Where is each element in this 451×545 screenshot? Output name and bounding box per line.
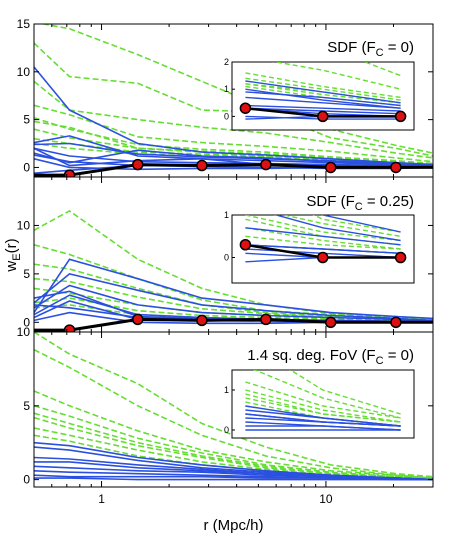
inset-random-curve [245,72,401,99]
inset-y-tick-label: 1 [224,385,229,395]
random-curve [34,390,433,479]
inset-real-curve [245,96,401,109]
y-tick-label: 10 [17,65,31,79]
real-curve [34,273,433,322]
y-tick-label: 5 [23,267,30,281]
measured-point [390,316,402,329]
y-tick-label: 5 [23,399,30,413]
y-tick-label: 15 [17,17,31,31]
inset-random-curve [245,389,401,423]
y-tick-label: 10 [17,325,31,339]
inset-measured-point [317,251,329,264]
y-tick-label: 5 [23,113,30,127]
panel-title: SDF (FC = 0.25) [306,193,414,213]
inset-y-tick-label: 0 [224,425,229,435]
measured-point [324,316,337,329]
panel-frame [33,331,434,488]
random-curve [34,405,433,479]
inset-random-curve [245,215,401,242]
measured-point [260,158,272,171]
inset-real-curve [245,425,401,431]
measured-point [196,159,208,172]
curves [34,209,433,332]
random-curve [34,416,433,479]
real-curve [34,477,433,481]
inset-measured-point [394,251,407,264]
measured-point [132,313,144,326]
real-curve [34,284,433,322]
x-tick-label: 10 [319,492,333,506]
random-curve [34,244,433,321]
y-tick-label: 0 [23,160,30,174]
inset-y-tick-label: 1 [224,210,229,220]
inset-random-curve [289,370,401,415]
random-curve [34,116,433,165]
inset-random-curve [272,62,401,90]
inset-random-curve [280,215,401,237]
measured-point [196,314,208,327]
real-curve [34,258,433,320]
inset-random-curve [245,397,401,423]
x-tick-label: 1 [98,492,105,506]
inset-measured-point [239,239,252,251]
curves [34,24,433,177]
y-tick-label: 0 [23,473,30,487]
inset-real-curve [273,215,401,242]
measured-point [324,161,337,174]
real-curve [34,66,433,166]
y-tick-label: 0 [23,315,30,329]
inset-random-curve [245,227,401,250]
real-curve [34,142,433,167]
x-axis-label: r (Mpc/h) [204,517,264,534]
inset-random-curve [245,235,401,250]
real-curve [34,147,433,168]
real-curve [34,149,433,167]
random-curve [34,297,433,323]
random-curve [39,24,433,154]
inset-random-curve [312,215,401,233]
real-curve [34,465,433,481]
y-tick-label: 10 [17,218,31,232]
inset-real-curve [245,244,401,254]
inset-y-tick-label: 0 [224,253,229,263]
panel-1: 0 5 10 15 0 1 2 SDF (FC = 0) [17,17,434,178]
measured-curve [34,317,433,332]
inset-3: 01 [224,369,415,439]
random-curve [34,104,433,163]
inset-real-curve [245,88,401,109]
inset-random-curve [245,83,401,104]
y-axis-label: wE(r) [3,238,23,272]
inset-1: 0 1 2 [224,57,415,131]
inset-real-curve [245,409,401,427]
inset-y-tick-label: 2 [224,57,229,67]
panel-title: SDF (FC = 0) [327,39,414,59]
inset-real-curve [321,215,401,233]
measured-point [260,313,272,326]
measured-point [132,158,144,171]
inset-measured-point [394,110,407,123]
inset-real-curve [245,104,401,112]
inset-real-curve [245,227,401,246]
inset-real-curve [245,80,401,104]
inset-frame [231,369,415,439]
random-curve [34,412,433,479]
inset-y-tick-label: 1 [224,84,229,94]
random-curve [34,120,433,165]
inset-random-curve [363,62,401,77]
inset-measured-point [317,110,329,123]
measured-point [390,161,402,174]
inset-random-curve [245,381,401,419]
measured-curve [34,163,433,177]
panel-title: 1.4 sq. deg. FoV (FC = 0) [247,347,414,367]
inset-real-curve [245,417,401,427]
inset-y-tick-label: 0 [224,111,229,121]
inset-random-curve [253,370,401,419]
inset-measured-point [239,102,252,114]
inset-2: 01 [224,210,415,284]
inset-random-curve [245,77,401,101]
inset-real-curve [245,91,401,107]
